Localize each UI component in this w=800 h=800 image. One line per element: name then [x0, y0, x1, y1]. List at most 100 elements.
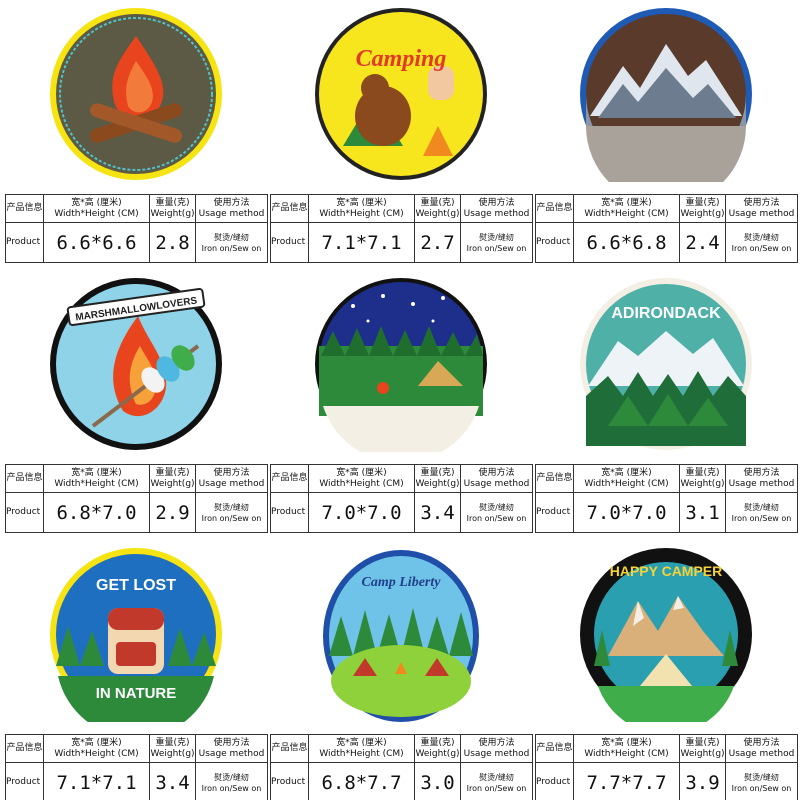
patch-top-text: GET LOST: [96, 577, 176, 594]
patch-cell-7: GET LOST IN NATURE 产品信息 宽*高 (厘米) Width*He…: [5, 540, 268, 800]
product-data-label: Product Data: [535, 222, 574, 263]
size-header: 宽*高 (厘米) Width*Height (CM): [43, 464, 150, 493]
patch-cell-9: HAPPY CAMPER 产品信息 宽*高 (厘米) Width*Height (…: [535, 540, 798, 800]
patch-arc-text: HAPPY CAMPER: [610, 563, 723, 579]
weight-value: 2.9: [149, 492, 196, 533]
usage-value: 熨烫/缝纫 Iron on/Sew on: [195, 492, 268, 533]
size-value: 7.1*7.1: [308, 222, 415, 263]
weight-header: 重量(克) Weight(g): [149, 464, 196, 493]
usage-header: 使用方法 Usage method: [195, 734, 268, 763]
product-data-label: Product Data: [5, 222, 44, 263]
usage-value: 熨烫/缝纫 Iron on/Sew on: [195, 222, 268, 263]
spec-table: 产品信息 宽*高 (厘米) Width*Height (CM) 重量(克) Weig…: [535, 734, 798, 800]
spec-table: 产品信息 宽*高 (厘米) Width*Height (CM) 重量(克) Weig…: [5, 194, 268, 263]
usage-value: 熨烫/缝纫 Iron on/Sew on: [460, 492, 533, 533]
campfire-patch: [5, 0, 267, 190]
camping-bear-patch: Camping: [270, 0, 532, 190]
mountain-patch: [535, 0, 797, 190]
weight-value: 3.0: [414, 762, 461, 800]
usage-header: 使用方法 Usage method: [460, 194, 533, 223]
size-value: 6.8*7.7: [308, 762, 415, 800]
weight-value: 3.4: [414, 492, 461, 533]
camp-liberty-patch: Camp Liberty: [270, 540, 532, 730]
usage-value: 熨烫/缝纫 Iron on/Sew on: [725, 762, 798, 800]
size-header: 宽*高 (厘米) Width*Height (CM): [43, 194, 150, 223]
product-data-label: Product Data: [5, 762, 44, 800]
product-info-label: 产品信息: [535, 734, 574, 763]
usage-header: 使用方法 Usage method: [195, 194, 268, 223]
happy-camper-patch: HAPPY CAMPER: [535, 540, 797, 730]
product-data-label: Product Data: [5, 492, 44, 533]
patch-cell-5: 产品信息 宽*高 (厘米) Width*Height (CM) 重量(克) Weig…: [270, 270, 533, 538]
usage-header: 使用方法 Usage method: [725, 734, 798, 763]
weight-header: 重量(克) Weight(g): [679, 194, 726, 223]
night-camp-patch: [270, 270, 532, 460]
usage-header: 使用方法 Usage method: [195, 464, 268, 493]
patch-cell-1: 产品信息 宽*高 (厘米) Width*Height (CM) 重量(克) Weig…: [5, 0, 268, 268]
size-value: 7.1*7.1: [43, 762, 150, 800]
size-value: 6.6*6.6: [43, 222, 150, 263]
usage-header: 使用方法 Usage method: [725, 194, 798, 223]
size-header: 宽*高 (厘米) Width*Height (CM): [308, 194, 415, 223]
patch-title-text: Camping: [356, 46, 447, 72]
product-info-label: 产品信息: [270, 464, 309, 493]
patch-arc-text: ADIRONDACK: [611, 305, 721, 322]
size-header: 宽*高 (厘米) Width*Height (CM): [308, 734, 415, 763]
weight-header: 重量(克) Weight(g): [149, 734, 196, 763]
patch-bottom-text: IN NATURE: [96, 685, 177, 702]
weight-value: 2.4: [679, 222, 726, 263]
usage-value: 熨烫/缝纫 Iron on/Sew on: [195, 762, 268, 800]
weight-header: 重量(克) Weight(g): [149, 194, 196, 223]
size-header: 宽*高 (厘米) Width*Height (CM): [573, 194, 680, 223]
usage-value: 熨烫/缝纫 Iron on/Sew on: [460, 222, 533, 263]
spec-table: 产品信息 宽*高 (厘米) Width*Height (CM) 重量(克) Weig…: [535, 464, 798, 533]
size-header: 宽*高 (厘米) Width*Height (CM): [573, 734, 680, 763]
product-data-label: Product Data: [535, 492, 574, 533]
weight-value: 3.1: [679, 492, 726, 533]
product-info-label: 产品信息: [270, 734, 309, 763]
product-data-label: Product Data: [270, 762, 309, 800]
patch-cell-8: Camp Liberty 产品信息 宽*高 (厘米) Width*Height (…: [270, 540, 533, 800]
patch-cell-3: 产品信息 宽*高 (厘米) Width*Height (CM) 重量(克) Weig…: [535, 0, 798, 268]
weight-value: 2.8: [149, 222, 196, 263]
product-data-label: Product Data: [535, 762, 574, 800]
adirondack-patch: ADIRONDACK: [535, 270, 797, 460]
size-header: 宽*高 (厘米) Width*Height (CM): [43, 734, 150, 763]
size-value: 7.0*7.0: [308, 492, 415, 533]
product-info-label: 产品信息: [270, 194, 309, 223]
weight-value: 2.7: [414, 222, 461, 263]
usage-header: 使用方法 Usage method: [725, 464, 798, 493]
weight-header: 重量(克) Weight(g): [679, 734, 726, 763]
size-value: 7.0*7.0: [573, 492, 680, 533]
weight-header: 重量(克) Weight(g): [414, 194, 461, 223]
spec-table: 产品信息 宽*高 (厘米) Width*Height (CM) 重量(克) Weig…: [270, 734, 533, 800]
usage-header: 使用方法 Usage method: [460, 464, 533, 493]
product-info-label: 产品信息: [535, 464, 574, 493]
spec-table: 产品信息 宽*高 (厘米) Width*Height (CM) 重量(克) Weig…: [270, 194, 533, 263]
product-info-label: 产品信息: [5, 194, 44, 223]
patch-script-text: Camp Liberty: [362, 575, 442, 590]
size-header: 宽*高 (厘米) Width*Height (CM): [308, 464, 415, 493]
size-value: 7.7*7.7: [573, 762, 680, 800]
patch-cell-4: MARSHMALLOWLOVERS 产品信息 宽*高 (厘米) Width*Hei…: [5, 270, 268, 538]
weight-header: 重量(克) Weight(g): [414, 464, 461, 493]
product-info-label: 产品信息: [5, 464, 44, 493]
size-value: 6.8*7.0: [43, 492, 150, 533]
spec-table: 产品信息 宽*高 (厘米) Width*Height (CM) 重量(克) Weig…: [270, 464, 533, 533]
weight-value: 3.9: [679, 762, 726, 800]
weight-value: 3.4: [149, 762, 196, 800]
product-info-label: 产品信息: [5, 734, 44, 763]
patch-cell-6: ADIRONDACK 产品信息 宽*高 (厘米) Width*Height (CM…: [535, 270, 798, 538]
spec-table: 产品信息 宽*高 (厘米) Width*Height (CM) 重量(克) Weig…: [5, 734, 268, 800]
spec-table: 产品信息 宽*高 (厘米) Width*Height (CM) 重量(克) Weig…: [535, 194, 798, 263]
spec-table: 产品信息 宽*高 (厘米) Width*Height (CM) 重量(克) Weig…: [5, 464, 268, 533]
size-value: 6.6*6.8: [573, 222, 680, 263]
size-header: 宽*高 (厘米) Width*Height (CM): [573, 464, 680, 493]
get-lost-patch: GET LOST IN NATURE: [5, 540, 267, 730]
product-info-label: 产品信息: [535, 194, 574, 223]
product-data-label: Product Data: [270, 222, 309, 263]
patch-cell-2: Camping 产品信息 宽*高 (厘米) Width*Height (CM) 重…: [270, 0, 533, 268]
usage-header: 使用方法 Usage method: [460, 734, 533, 763]
usage-value: 熨烫/缝纫 Iron on/Sew on: [460, 762, 533, 800]
weight-header: 重量(克) Weight(g): [679, 464, 726, 493]
